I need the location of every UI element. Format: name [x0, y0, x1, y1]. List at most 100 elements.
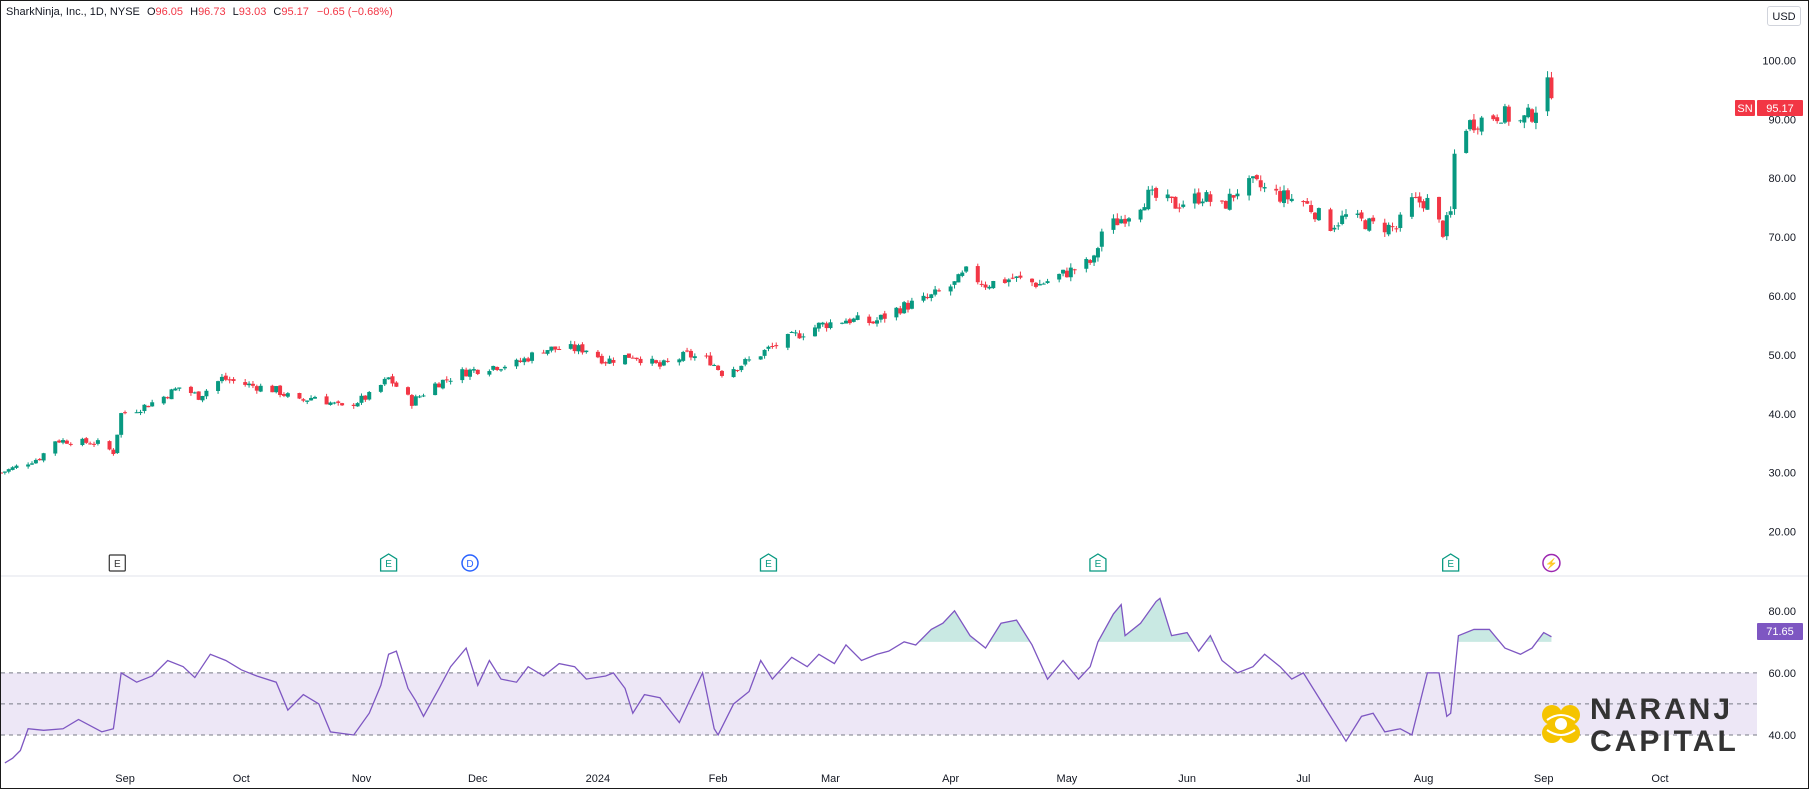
- price-tick-label: 40.00: [1768, 409, 1796, 421]
- candle: [824, 321, 829, 332]
- candle: [526, 356, 531, 363]
- candle: [499, 368, 504, 372]
- candle: [812, 324, 817, 337]
- candle: [840, 322, 845, 325]
- candle: [270, 384, 275, 393]
- candle: [1165, 189, 1170, 202]
- time-tick-label: Jun: [1178, 773, 1196, 785]
- candle: [491, 365, 496, 371]
- candle: [1061, 269, 1066, 277]
- low-value: 93.03: [238, 6, 267, 18]
- candle: [541, 349, 546, 354]
- candle: [576, 343, 581, 355]
- candle: [1064, 267, 1069, 278]
- candle: [1146, 186, 1151, 211]
- candle: [1, 472, 3, 474]
- candle: [921, 292, 926, 303]
- candle: [1506, 104, 1511, 126]
- candle: [557, 346, 562, 351]
- event-marker-earnings[interactable]: E: [1442, 553, 1460, 572]
- candle: [1448, 206, 1453, 218]
- candle: [355, 402, 360, 407]
- candle: [882, 310, 887, 323]
- candle: [952, 281, 957, 289]
- candle: [421, 393, 426, 398]
- candle: [1262, 182, 1267, 193]
- candle: [1126, 217, 1131, 227]
- candle: [731, 366, 736, 378]
- candles: [1, 71, 1554, 475]
- event-marker-event[interactable]: ⚡: [1542, 553, 1561, 573]
- candle: [363, 395, 368, 402]
- price-tick-label: 30.00: [1768, 468, 1796, 480]
- candle: [247, 381, 252, 388]
- candle: [1068, 263, 1073, 282]
- candle: [1223, 200, 1228, 209]
- candle: [301, 398, 306, 403]
- candle: [1192, 188, 1197, 209]
- candle: [1344, 209, 1349, 220]
- close-value: 95.17: [281, 6, 309, 18]
- time-tick-label: Sep: [115, 773, 135, 785]
- candle: [1196, 188, 1201, 205]
- candle: [324, 393, 329, 405]
- candle: [440, 379, 445, 390]
- last-price-label: SN 95.17: [1735, 100, 1803, 116]
- time-tick-label: Apr: [942, 773, 959, 785]
- candle: [1363, 219, 1368, 230]
- candle: [820, 321, 825, 327]
- event-letter: D: [466, 559, 473, 570]
- candle: [309, 395, 314, 401]
- price-tick-label: 50.00: [1768, 350, 1796, 362]
- candle: [223, 372, 228, 382]
- candle: [305, 400, 310, 405]
- candle: [650, 355, 655, 366]
- candle: [336, 400, 341, 406]
- candle: [739, 365, 744, 373]
- candle: [843, 318, 848, 324]
- candle: [1316, 207, 1321, 221]
- candle: [867, 314, 872, 326]
- time-tick-label: Feb: [709, 773, 728, 785]
- price-tick-label: 20.00: [1768, 527, 1796, 539]
- candle: [898, 305, 903, 315]
- candle: [1041, 282, 1046, 285]
- candle: [692, 353, 697, 361]
- candle: [1533, 106, 1538, 130]
- symbol-line: SharkNinja, Inc., 1D, NYSE: [6, 6, 140, 18]
- candle: [553, 346, 558, 353]
- candle: [1475, 126, 1480, 135]
- candle: [828, 319, 833, 330]
- last-price-ticker: SN: [1737, 103, 1752, 115]
- event-marker-earnings-past[interactable]: E: [108, 554, 126, 572]
- candle: [332, 401, 337, 405]
- event-marker-earnings[interactable]: E: [379, 553, 398, 572]
- candle: [196, 391, 201, 401]
- candle: [61, 438, 66, 445]
- candle: [1250, 176, 1255, 184]
- currency-button[interactable]: USD: [1767, 6, 1801, 26]
- event-marker-earnings[interactable]: E: [759, 553, 778, 572]
- candle: [1057, 273, 1062, 283]
- change-value: −0.65 (−0.68%): [316, 6, 393, 18]
- candle: [1173, 196, 1178, 209]
- event-letter: E: [114, 559, 121, 570]
- candle: [1123, 214, 1128, 227]
- candle: [390, 373, 395, 387]
- open-value: 96.05: [155, 6, 184, 18]
- candle: [297, 392, 302, 400]
- candle: [1417, 192, 1422, 208]
- candle: [6, 468, 11, 474]
- candle: [119, 412, 124, 438]
- candle: [630, 355, 635, 359]
- low-label: L: [232, 6, 239, 18]
- event-marker-earnings[interactable]: E: [1089, 553, 1107, 572]
- candle: [169, 388, 174, 400]
- candle: [708, 352, 713, 366]
- candle: [1518, 119, 1523, 124]
- candle: [88, 441, 93, 445]
- candle: [871, 320, 876, 325]
- event-marker-dividend[interactable]: D: [461, 554, 479, 572]
- candle: [1545, 71, 1550, 116]
